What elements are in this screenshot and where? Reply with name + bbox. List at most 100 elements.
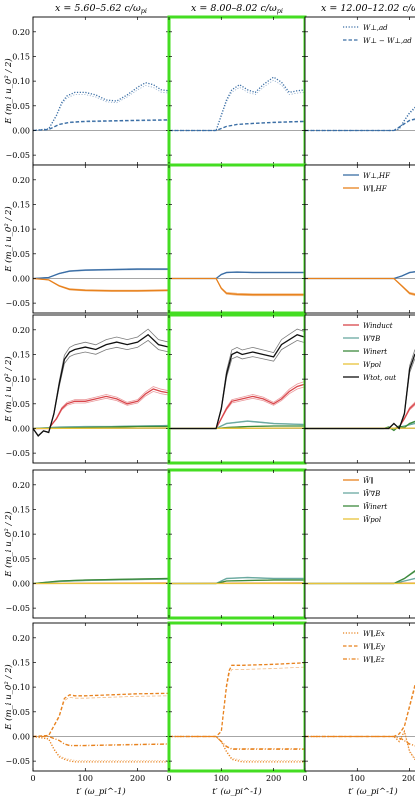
y-tick-label: 0.20 (12, 326, 30, 335)
y-tick-label: −0.05 (5, 151, 30, 160)
y-tick-label: 0.15 (12, 52, 30, 61)
series-line (32, 427, 170, 429)
series-line (305, 278, 415, 296)
panel-r3-c2 (167, 313, 307, 465)
y-tick-label: 0.05 (12, 708, 30, 717)
y-tick-label: 0.10 (12, 375, 30, 384)
x-tick-label: 200 (266, 774, 281, 783)
panel-background (305, 470, 415, 618)
y-axis-labels: E (m_i u_0² / 2) E (m_i u_0² / 2) E (m_i u… (3, 58, 14, 731)
y-tick-label: −0.05 (5, 449, 30, 458)
panel-r1-c2 (167, 15, 307, 167)
panel-background (33, 623, 169, 771)
x-axis-label: t′ (ω_pi^-1) (212, 786, 261, 797)
series-line (169, 278, 305, 297)
y-tick-label: 0.20 (12, 176, 30, 185)
series-line (32, 695, 170, 737)
panel-r3-c1: −0.05 0.00 0.05 0.10 0.15 0.20 (5, 314, 170, 464)
series-line (33, 388, 170, 430)
x-axis-label: t′ (ω_pi^-1) (348, 786, 397, 797)
y-tick-label: 0.00 (12, 274, 30, 283)
x-tick-label: 100 (214, 774, 229, 783)
legend-entry: W∥,HF (363, 185, 388, 193)
panel-r3-c3: Winduct W∇B Winert Wpol Wtot, out (304, 314, 415, 464)
column-titles: x = 5.60–5.62 c/ωpi x = 8.00–8.02 c/ωpi x … (55, 3, 415, 15)
series-line (32, 119, 170, 132)
legend-entry: Winduct (363, 322, 393, 330)
panel-background (33, 315, 169, 463)
series-line (169, 735, 305, 750)
series-line (33, 386, 170, 429)
panel-background (169, 470, 305, 618)
series-line (305, 683, 415, 738)
legend-entry: W⊥,HF (363, 172, 391, 180)
series-line (32, 577, 170, 584)
y-tick-label: 0.10 (12, 683, 30, 692)
panel-background (305, 315, 415, 463)
y-axis-label: E (m_i u_0² / 2) (3, 356, 14, 423)
panel-r4-c1: −0.05 0.00 0.05 0.10 0.15 0.20 (5, 469, 170, 619)
legend-entry: W∥,Ex (363, 630, 385, 638)
y-tick-label: 0.15 (12, 350, 30, 359)
panel-r1-c1: −0.05 0.00 0.05 0.10 0.15 0.20 (5, 16, 170, 166)
panel-background (33, 165, 169, 313)
column-title: x = 5.60–5.62 c/ωpi (55, 3, 147, 15)
y-tick-label: 0.15 (12, 658, 30, 667)
y-tick-label: 0.00 (12, 732, 30, 741)
legend-entry: W∥,Ez (363, 656, 385, 664)
x-tick-label: 100 (78, 774, 93, 783)
series-line (32, 328, 170, 437)
y-tick-label: 0.20 (12, 28, 30, 37)
series-line (32, 692, 170, 738)
panel-r2-c1: −0.05 0.00 0.05 0.10 0.15 0.20 (5, 164, 170, 314)
y-tick-label: 0.15 (12, 200, 30, 209)
legend-entry: W⊥,ad (363, 24, 388, 32)
x-tick-label: 0 (302, 774, 307, 783)
y-tick-label: 0.10 (12, 530, 30, 539)
panel-r2-c3: W⊥,HF W∥,HF (304, 164, 415, 314)
series-line (32, 424, 170, 429)
y-tick-label: −0.05 (5, 299, 30, 308)
y-tick-label: 0.10 (12, 225, 30, 234)
panel-frame (304, 164, 415, 314)
legend-entry: Wpol (363, 361, 381, 369)
y-tick-label: 0.20 (12, 481, 30, 490)
series-line (33, 736, 170, 746)
panel-r2-c2 (167, 163, 307, 315)
series-line (32, 278, 170, 292)
y-tick-label: −0.05 (5, 757, 30, 766)
series-line (32, 268, 169, 279)
legend-entry: W̄pol (363, 515, 381, 524)
legend-entry: W̄∇B (363, 489, 380, 498)
panel-grid: −0.05 0.00 0.05 0.10 0.15 0.20 W⊥,ad W⊥ − W⊥,ad… (5, 15, 415, 783)
series-line (305, 735, 415, 747)
legend-entry: W∥,Ey (363, 643, 386, 651)
series-line (169, 120, 306, 132)
panel-r5-c1: −0.05 0.00 0.05 0.10 0.15 0.20 0 100 200 (5, 622, 170, 783)
series-line (32, 82, 170, 132)
series-line (169, 666, 306, 737)
series-line (169, 735, 305, 763)
legend-entry: Winert (363, 348, 387, 356)
column-title: x = 8.00–8.02 c/ωpi (191, 3, 283, 15)
x-tick-label: 200 (130, 774, 145, 783)
y-tick-label: 0.00 (12, 579, 30, 588)
y-axis-label: E (m_i u_0² / 2) (3, 664, 14, 731)
x-axis-labels: t′ (ω_pi^-1) t′ (ω_pi^-1) t′ (ω_pi^-1) (76, 786, 397, 797)
panel-background (33, 17, 169, 165)
panel-background (169, 315, 305, 463)
series-line (32, 735, 169, 763)
series-line (169, 736, 305, 749)
panel-r5-c2: 0 100 200 (166, 621, 307, 783)
panel-background (305, 165, 415, 313)
panel-background (169, 17, 305, 165)
panel-r1-c3: W⊥,ad W⊥ − W⊥,ad (304, 16, 415, 166)
y-tick-label: 0.05 (12, 400, 30, 409)
series-line (169, 381, 306, 429)
y-tick-label: 0.00 (12, 126, 30, 135)
x-tick-label: 0 (30, 774, 35, 783)
y-axis-label: E (m_i u_0² / 2) (3, 58, 14, 125)
x-tick-label: 0 (166, 774, 171, 783)
panel-r4-c3: W̄∥ W̄∇B W̄inert W̄pol (304, 469, 415, 619)
panel-background (33, 470, 169, 618)
